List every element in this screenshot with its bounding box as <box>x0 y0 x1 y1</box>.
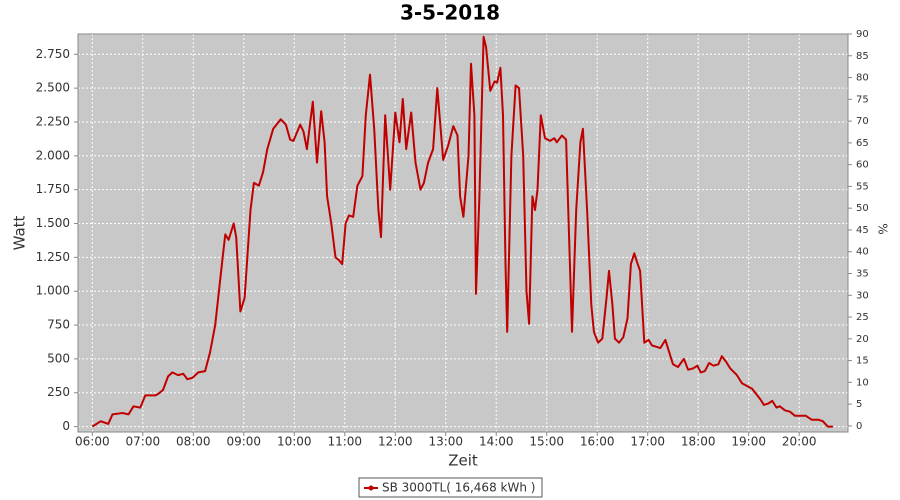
y2-tick-label: 55 <box>856 181 869 192</box>
y-tick-label: 0 <box>62 419 70 433</box>
y2-tick-label: 70 <box>856 116 869 127</box>
y2-tick-label: 35 <box>856 268 869 279</box>
y-tick-label: 2.500 <box>36 81 70 95</box>
x-tick-label: 13:00 <box>428 435 463 449</box>
y-tick-label: 1.750 <box>36 182 70 196</box>
y-tick-label: 2.000 <box>36 148 70 162</box>
x-tick-label: 11:00 <box>327 435 362 449</box>
y2-tick-label: 85 <box>856 51 869 62</box>
x-tick-label: 12:00 <box>378 435 413 449</box>
x-tick-label: 15:00 <box>529 435 564 449</box>
x-tick-label: 07:00 <box>126 435 161 449</box>
y2-tick-label: 65 <box>856 138 869 149</box>
series-line <box>91 35 833 428</box>
y-axis-label: Watt <box>11 215 29 250</box>
legend-label: SB 3000TL( 16,468 kWh ) <box>382 481 535 495</box>
x-tick-label: 09:00 <box>226 435 261 449</box>
x-tick-label: 14:00 <box>479 435 514 449</box>
x-tick-label: 17:00 <box>630 435 665 449</box>
y2-tick-label: 10 <box>856 377 869 388</box>
y2-tick-label: 30 <box>856 290 869 301</box>
y-tick-label: 250 <box>47 385 70 399</box>
y-tick-label: 1.250 <box>36 250 70 264</box>
y2-tick-label: 50 <box>856 203 869 214</box>
y-tick-label: 1.500 <box>36 216 70 230</box>
legend-swatch-dot <box>368 485 374 491</box>
plot-area <box>78 34 848 432</box>
y-tick-label: 1.000 <box>36 284 70 298</box>
x-tick-label: 20:00 <box>782 435 817 449</box>
y2-tick-label: 15 <box>856 356 869 367</box>
chart-title: 3-5-2018 <box>400 1 500 25</box>
legend-box <box>358 477 543 498</box>
y-tick-label: 2.750 <box>36 47 70 61</box>
x-tick-label: 08:00 <box>176 435 211 449</box>
x-tick-label: 16:00 <box>580 435 615 449</box>
y2-tick-label: 80 <box>856 73 869 84</box>
y-tick-label: 500 <box>47 351 70 365</box>
plot-frame <box>77 33 849 433</box>
y2-tick-label: 75 <box>856 94 869 105</box>
y2-tick-label: 5 <box>856 399 862 410</box>
x-tick-label: 06:00 <box>75 435 110 449</box>
x-axis-label: Zeit <box>448 452 478 470</box>
y2-tick-label: 25 <box>856 312 869 323</box>
y2-tick-label: 20 <box>856 334 869 345</box>
y-tick-label: 750 <box>47 318 70 332</box>
y2-tick-label: 0 <box>856 421 862 432</box>
x-tick-label: 18:00 <box>681 435 716 449</box>
x-tick-label: 19:00 <box>731 435 766 449</box>
y2-tick-label: 40 <box>856 247 869 258</box>
x-tick-label: 10:00 <box>277 435 312 449</box>
y2-axis-label: % <box>876 223 890 234</box>
y2-tick-label: 60 <box>856 160 869 171</box>
y-tick-label: 2.250 <box>36 114 70 128</box>
y2-tick-label: 45 <box>856 225 869 236</box>
y2-tick-label: 90 <box>856 29 869 40</box>
